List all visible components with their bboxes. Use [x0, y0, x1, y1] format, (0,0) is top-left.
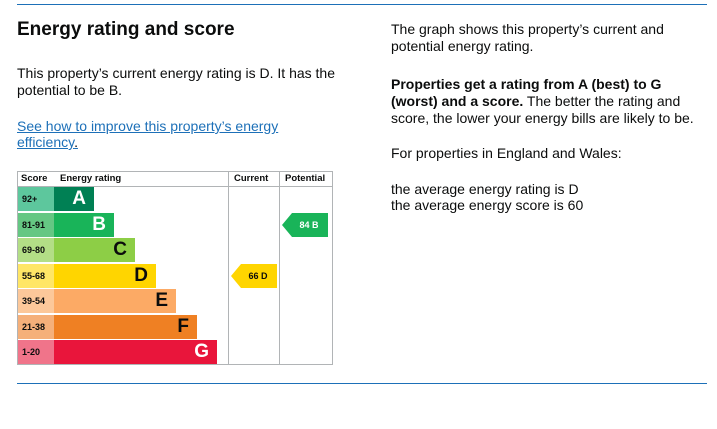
- band-score-range: 81-91: [18, 212, 54, 237]
- band-letter: B: [92, 213, 106, 235]
- current-column-divider: [228, 172, 229, 364]
- improve-efficiency-link-text[interactable]: See how to improve this property’s energ…: [17, 118, 279, 150]
- band-bar-a: A: [54, 187, 94, 211]
- current-rating-arrow: 66 D: [231, 263, 277, 288]
- band-bar-f: F: [54, 314, 197, 339]
- current-rating-arrow-label: 66 D: [248, 270, 268, 281]
- band-score-range: 69-80: [18, 238, 54, 262]
- top-divider: [17, 4, 707, 5]
- band-letter: G: [194, 341, 209, 362]
- band-bar-g: G: [54, 340, 217, 364]
- improve-efficiency-link[interactable]: See how to improve this property’s energ…: [17, 118, 317, 150]
- band-score-range: 55-68: [18, 263, 54, 288]
- rating-explanation-rest: The better the rating and score, the low…: [391, 93, 694, 126]
- band-bar-c: C: [54, 238, 135, 262]
- left-column: Energy rating and score This property’s …: [17, 18, 347, 150]
- band-letter: F: [177, 315, 189, 337]
- potential-rating-arrow: 84 B: [282, 212, 328, 237]
- band-score-range: 92+: [18, 187, 54, 211]
- graph-explanation: The graph shows this property’s current …: [391, 21, 664, 54]
- energy-rating-header: Energy rating: [60, 173, 122, 184]
- energy-rating-chart: Score Energy rating Current Potential 92…: [17, 171, 333, 365]
- rating-explanation: Properties get a rating from A (best) to…: [391, 76, 711, 127]
- band-letter: C: [113, 239, 127, 260]
- average-rating: the average energy rating is D: [391, 181, 579, 197]
- average-score: the average energy score is 60: [391, 197, 584, 213]
- band-score-range: 39-54: [18, 289, 54, 313]
- score-header: Score: [21, 173, 48, 184]
- band-bar-b: B: [54, 212, 114, 237]
- current-header: Current: [234, 173, 269, 184]
- potential-header: Potential: [285, 173, 326, 184]
- band-score-range: 21-38: [18, 314, 54, 339]
- bottom-divider: [17, 383, 707, 384]
- potential-column-divider: [279, 172, 280, 364]
- region-note: For properties in England and Wales:: [391, 145, 622, 161]
- rating-summary: This property’s current energy rating is…: [17, 65, 335, 98]
- section-title: Energy rating and score: [17, 19, 235, 40]
- band-score-range: 1-20: [18, 340, 54, 364]
- band-bar-d: D: [54, 263, 156, 288]
- link-period: .: [74, 134, 78, 150]
- band-letter: E: [155, 290, 168, 311]
- header-divider: [18, 186, 332, 187]
- potential-rating-arrow-label: 84 B: [299, 219, 319, 230]
- band-letter: A: [72, 188, 86, 209]
- band-bar-e: E: [54, 289, 176, 313]
- band-letter: D: [134, 264, 148, 286]
- rating-explanation-bold: Properties get a rating from A (best) to…: [391, 76, 662, 109]
